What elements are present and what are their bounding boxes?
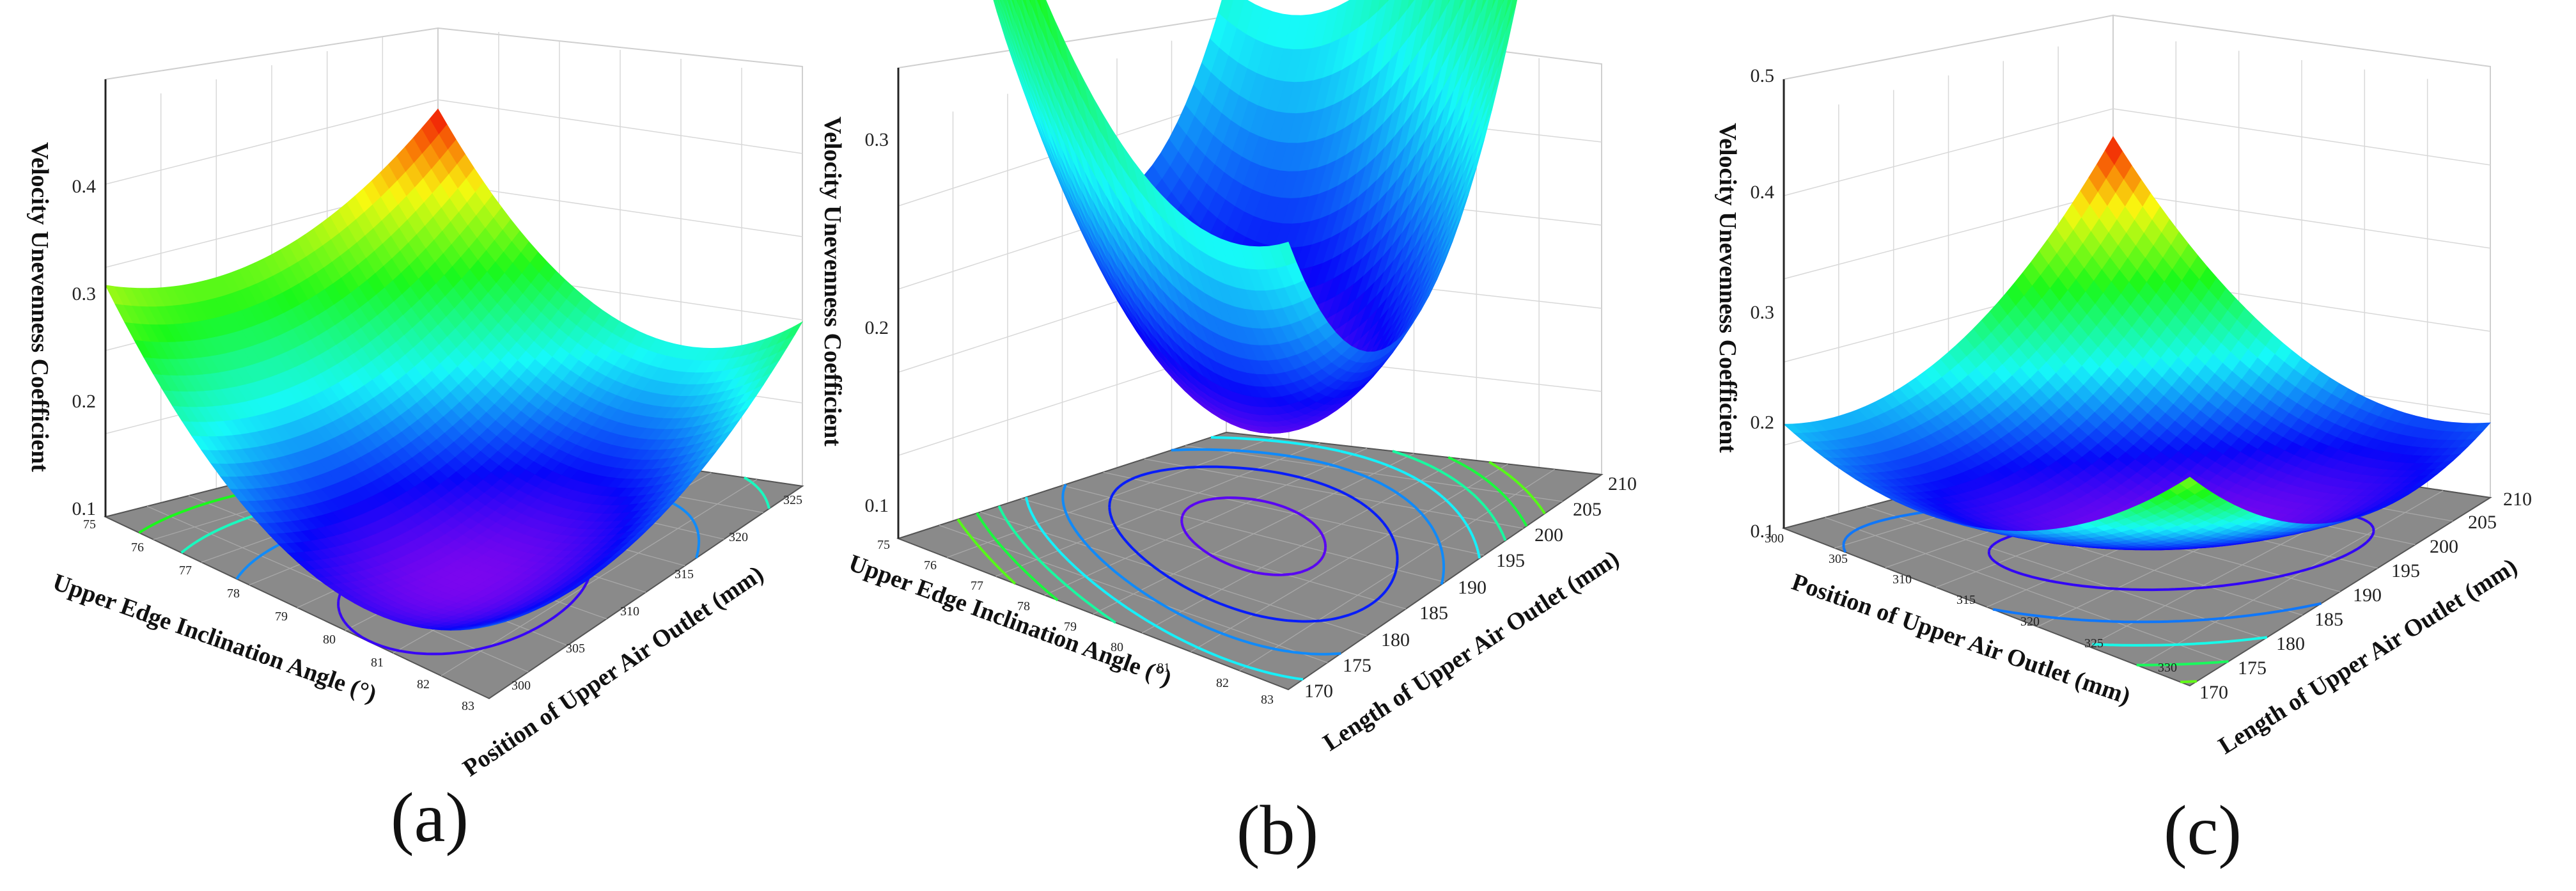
y-tick: 185: [1419, 603, 1448, 624]
panel-label-a: (a): [391, 778, 469, 856]
y-tick: 315: [675, 567, 694, 581]
z-tick: 0.3: [865, 129, 889, 150]
y-tick: 300: [511, 679, 531, 693]
x-tick: 82: [1216, 676, 1229, 690]
x-tick: 78: [227, 587, 240, 601]
x-tick: 77: [971, 579, 983, 593]
y-tick: 310: [620, 604, 639, 619]
floor-grid-line: [441, 478, 758, 677]
y-tick: 320: [729, 530, 748, 544]
z-tick: 0.3: [72, 283, 97, 304]
y-tick: 170: [1304, 681, 1333, 702]
z-tick: 0.5: [1751, 65, 1775, 86]
z-tick: 0.2: [72, 391, 97, 412]
panel-b: 0.1 0.2 0.3 75 76 77 78 79 80 81 82 83 1…: [819, 0, 1637, 869]
z-tick: 0.1: [865, 495, 889, 516]
panel-c: 0.1 0.2 0.3 0.4 0.5 300 305 310 315 320 …: [1714, 14, 2532, 869]
y-tick: 325: [783, 493, 802, 507]
z-tick: 0.2: [865, 317, 889, 338]
panel-a-z-ticks: 0.1 0.2 0.3 0.4: [72, 176, 97, 519]
y-tick: 190: [1458, 577, 1487, 598]
z-tick: 0.3: [1751, 302, 1775, 323]
y-tick: 205: [1573, 499, 1602, 520]
y-tick: 175: [1343, 655, 1371, 676]
panel-label-b: (b): [1237, 791, 1318, 869]
z-tick: 0.1: [72, 498, 97, 519]
y-tick: 195: [1496, 550, 1525, 571]
y-tick: 180: [1381, 629, 1410, 651]
grid-line: [437, 99, 803, 154]
y-tick: 210: [1608, 473, 1637, 494]
panel-c-z-ticks: 0.1 0.2 0.3 0.4 0.5: [1751, 65, 1775, 542]
x-tick: 76: [924, 558, 937, 572]
x-tick: 76: [131, 540, 144, 555]
x-tick: 82: [417, 677, 430, 691]
grid-line: [437, 182, 803, 237]
x-tick: 75: [83, 517, 96, 532]
panel-b-z-ticks: 0.1 0.2 0.3: [865, 129, 889, 516]
z-axis-title: Velocity Unevenness Coefficient: [819, 116, 846, 446]
x-tick: 79: [275, 610, 288, 624]
panel-a: 0.1 0.2 0.3 0.4 75 76 77 78 79 80 81 82 …: [26, 27, 804, 856]
z-tick: 0.4: [72, 176, 97, 197]
x-tick: 80: [323, 633, 336, 647]
panel-a-surface: [105, 108, 804, 631]
x-tick: 83: [462, 699, 474, 713]
x-tick: 77: [179, 564, 192, 578]
grid-line: [105, 99, 439, 185]
x-tick: 75: [877, 538, 890, 552]
z-tick: 0.4: [1751, 182, 1775, 203]
x-tick: 83: [1261, 693, 1274, 707]
y-tick: 305: [566, 642, 585, 656]
x-tick: 81: [371, 656, 384, 670]
z-tick: 0.2: [1751, 412, 1775, 433]
z-axis-title: Velocity Unevenness Coefficient: [26, 142, 53, 472]
y-tick: 200: [1534, 524, 1563, 546]
